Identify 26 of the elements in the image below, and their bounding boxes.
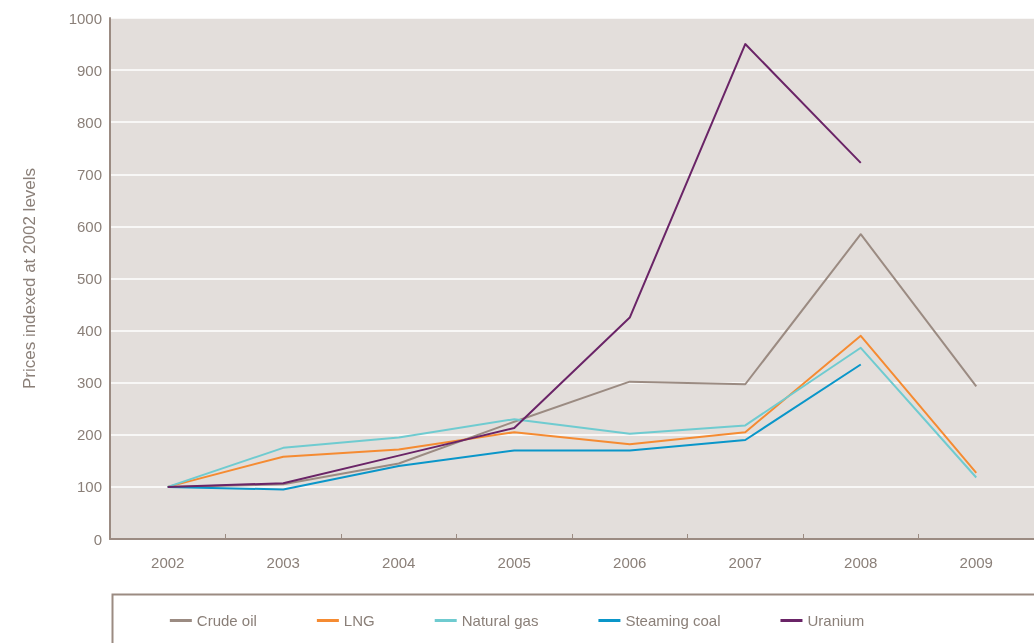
- y-tick-label: 400: [76, 322, 102, 340]
- x-tick-label: 2008: [844, 554, 878, 571]
- x-tick-label: 2003: [266, 554, 300, 571]
- x-tick-label: 2004: [382, 554, 416, 571]
- x-tick-label: 2005: [497, 554, 531, 571]
- y-axis-title: Prices indexed at 2002 levels: [20, 167, 39, 390]
- y-tick-label: 800: [76, 113, 102, 131]
- legend-label: Natural gas: [461, 612, 539, 629]
- y-tick-label: 0: [93, 530, 102, 548]
- legend-label: Steaming coal: [625, 612, 721, 629]
- y-tick-label: 100: [76, 478, 102, 496]
- y-tick-label: 700: [76, 165, 102, 183]
- y-tick-label: 600: [76, 217, 102, 235]
- y-tick-label: 900: [76, 61, 102, 79]
- x-tick-label: 2002: [151, 554, 185, 571]
- y-tick-label: 300: [76, 374, 102, 392]
- y-tick-label: 200: [76, 426, 102, 444]
- line-series: [166, 43, 862, 488]
- legend-label: Crude oil: [196, 612, 257, 629]
- y-tick-label: 1000: [68, 9, 102, 27]
- x-tick-label: 2006: [613, 554, 647, 571]
- legend-label: LNG: [343, 612, 375, 629]
- y-tick-label: 500: [76, 270, 102, 287]
- x-tick-label: 2009: [959, 554, 993, 571]
- legend-label: Uranium: [807, 612, 865, 629]
- x-tick-label: 2007: [728, 554, 762, 571]
